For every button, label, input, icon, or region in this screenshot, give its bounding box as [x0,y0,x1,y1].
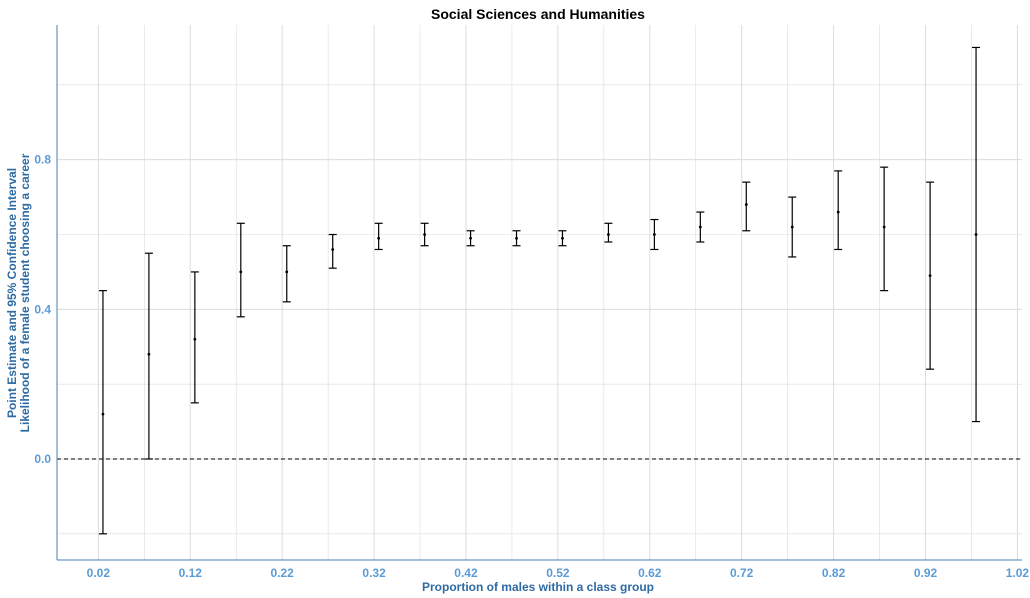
error-bar [604,222,613,243]
x-tick-label: 0.12 [179,566,203,580]
error-bar [144,252,153,460]
point-estimate [652,233,656,236]
point-estimate [974,233,978,236]
point-estimate [698,225,702,229]
error-bar [466,230,475,247]
point-estimate [101,412,105,416]
error-bar [926,181,935,370]
error-bar [880,166,889,292]
x-tick-label: 0.82 [822,566,846,580]
point-estimate [607,233,610,236]
error-bar [650,218,659,251]
error-bar [696,211,705,243]
chart-title: Social Sciences and Humanities [431,6,645,22]
y-axis-title-line-1: Point Estimate and 95% Confidence Interv… [5,168,19,418]
point-estimate [147,352,151,356]
error-bar [420,222,429,247]
x-tick-label: 0.32 [362,566,386,580]
x-tick-label: 0.62 [638,566,662,580]
error-bar [834,170,843,251]
point-estimate [469,236,472,240]
point-estimate [515,236,518,240]
x-tick-label: 1.02 [1006,566,1030,580]
point-estimate [239,270,243,274]
point-estimate [744,203,748,206]
error-bar [374,222,383,251]
y-tick-label: 0.8 [34,153,51,167]
axes [56,25,1022,561]
error-bar [512,230,521,247]
error-bar [98,290,107,535]
gridlines [57,25,1022,560]
point-estimate [377,236,381,240]
tick-labels: 0.02 0.12 0.22 0.32 0.42 0.52 0.62 0.72 0.82 0.92… [34,153,1029,580]
y-tick-label: 0.4 [34,302,51,316]
error-bar [236,222,245,318]
y-axis-title-line-2: Likelihood of a female student choosing … [18,153,32,432]
y-axis-title: Point Estimate and 95% Confidence Interv… [5,153,32,432]
x-tick-label: 0.42 [454,566,478,580]
x-tick-label: 0.02 [87,566,111,580]
x-axis-title: Proportion of males within a class group [422,580,654,594]
error-bar [190,271,199,404]
error-bar [328,233,337,269]
point-estimate [285,270,289,274]
point-estimate [928,274,932,278]
x-tick-label: 0.72 [730,566,754,580]
point-estimate [561,236,564,240]
point-estimate [423,233,427,236]
point-estimate [790,225,794,229]
error-bar [788,196,797,258]
x-tick-label: 0.92 [914,566,938,580]
point-estimate [193,337,197,341]
error-bar [282,245,291,303]
error-bar [972,46,981,423]
x-tick-label: 0.52 [546,566,570,580]
error-bar [742,181,751,232]
point-estimate [836,210,840,214]
error-bars [98,46,981,535]
y-tick-label: 0.0 [34,452,51,466]
point-estimate [331,248,335,251]
x-tick-label: 0.22 [270,566,294,580]
error-bar [558,230,567,247]
point-estimate [882,225,886,229]
